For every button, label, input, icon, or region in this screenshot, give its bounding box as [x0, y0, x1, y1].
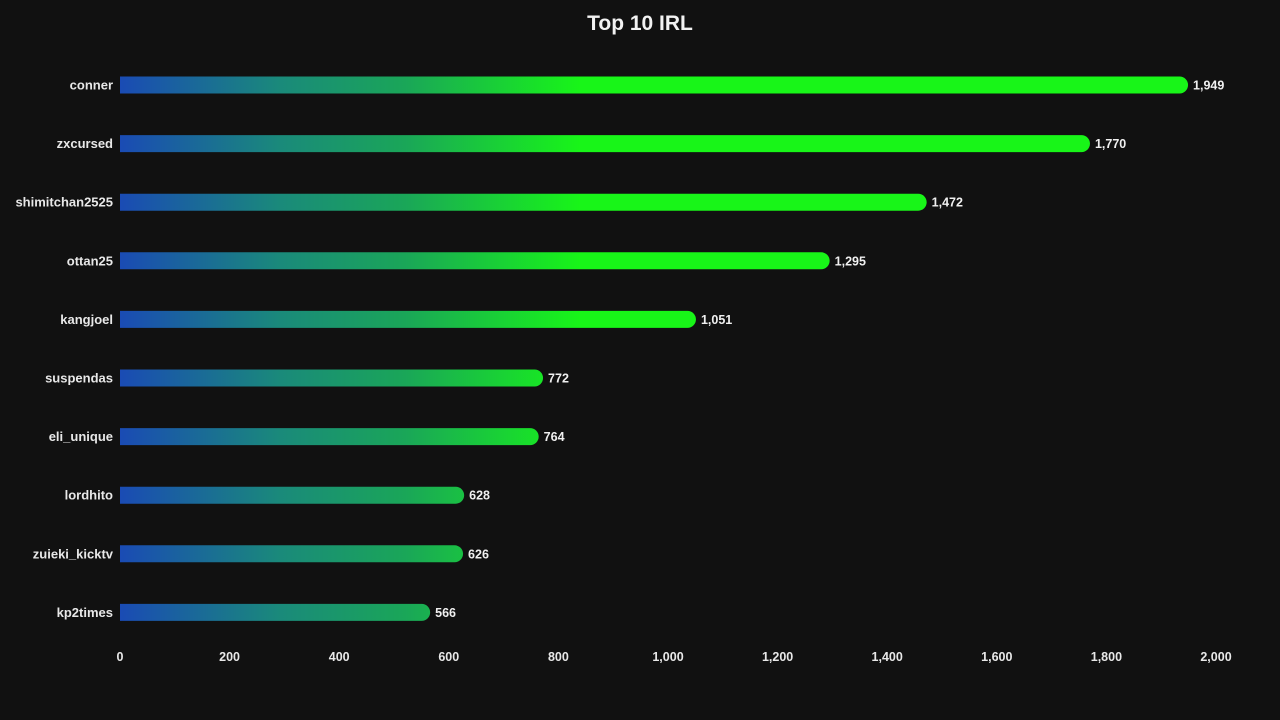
- value-labels: 1,949 1,770 1,472 1,295 1,051 772 764 628 626 566: [435, 79, 1224, 620]
- x-tick-label: 2,000: [1200, 650, 1231, 664]
- category-label: ottan25: [67, 253, 113, 268]
- bar-shimitchan2525: [120, 193, 927, 211]
- value-label: 628: [469, 489, 490, 503]
- bar-zuieki_kicktv: [120, 545, 464, 563]
- bars-layer: [120, 76, 1189, 621]
- bar-kp2times: [120, 603, 431, 621]
- category-label: conner: [70, 78, 113, 93]
- bar-suspendas: [120, 369, 544, 387]
- x-tick-label: 400: [329, 650, 350, 664]
- bar-zxcursed: [120, 135, 1090, 153]
- bar-conner: [120, 76, 1189, 94]
- category-labels: conner zxcursed shimitchan2525 ottan25 kangj…: [15, 78, 113, 620]
- value-label: 566: [435, 606, 456, 620]
- x-tick-label: 1,000: [652, 650, 683, 664]
- category-label: eli_unique: [49, 429, 113, 444]
- category-label: zuieki_kicktv: [33, 546, 114, 561]
- category-label: shimitchan2525: [15, 195, 113, 210]
- x-tick-label: 800: [548, 650, 569, 664]
- value-label: 772: [548, 372, 569, 386]
- category-label: kp2times: [57, 605, 113, 620]
- x-tick-label: 1,400: [872, 650, 903, 664]
- value-label: 1,770: [1095, 137, 1126, 151]
- x-tick-label: 1,200: [762, 650, 793, 664]
- x-tick-label: 0: [117, 650, 124, 664]
- bar-kangjoel: [120, 310, 696, 328]
- bar-eli_unique: [120, 428, 539, 446]
- value-label: 1,949: [1193, 79, 1224, 93]
- category-label: kangjoel: [60, 312, 113, 327]
- x-tick-label: 600: [438, 650, 459, 664]
- value-label: 1,051: [701, 313, 732, 327]
- x-tick-label: 1,600: [981, 650, 1012, 664]
- category-label: zxcursed: [57, 136, 113, 151]
- bar-lordhito: [120, 486, 465, 504]
- x-tick-label: 200: [219, 650, 240, 664]
- value-label: 1,295: [835, 254, 866, 268]
- category-label: lordhito: [65, 488, 113, 503]
- x-axis-ticks: 0 200 400 600 800 1,000 1,200 1,400 1,600 1,800 2,…: [117, 650, 1232, 664]
- value-label: 764: [544, 430, 565, 444]
- value-label: 626: [468, 547, 489, 561]
- category-label: suspendas: [45, 371, 113, 386]
- chart-title: Top 10 IRL: [587, 12, 693, 35]
- x-tick-label: 1,800: [1091, 650, 1122, 664]
- value-label: 1,472: [932, 196, 963, 210]
- bar-ottan25: [120, 252, 830, 270]
